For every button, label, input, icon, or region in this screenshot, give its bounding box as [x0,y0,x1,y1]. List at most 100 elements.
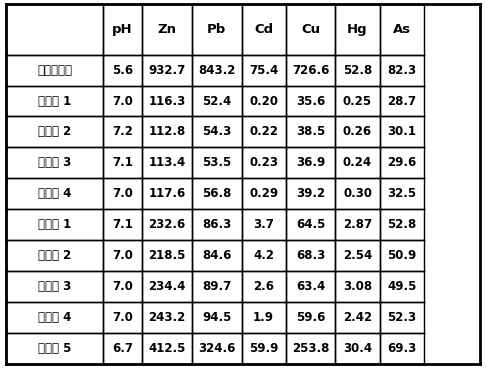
Bar [192,271,242,302]
Bar [142,209,192,240]
Text: 30.1: 30.1 [387,125,416,138]
Bar [286,4,335,55]
Bar [103,85,142,116]
Bar [103,271,142,302]
Bar [286,333,335,364]
Text: 232.6: 232.6 [148,218,186,231]
Bar [142,4,192,55]
Bar [335,4,380,55]
Text: 35.6: 35.6 [296,95,325,107]
Text: 36.9: 36.9 [296,156,325,169]
Bar [335,271,380,302]
Bar [242,209,286,240]
Text: 0.23: 0.23 [249,156,278,169]
Text: 38.5: 38.5 [296,125,325,138]
Bar [380,240,424,271]
Text: 843.2: 843.2 [198,64,235,77]
Bar [242,55,286,85]
Bar [380,178,424,209]
Bar [335,178,380,209]
Text: As: As [393,23,411,36]
Text: 实施例 4: 实施例 4 [38,187,71,200]
Bar [335,240,380,271]
Bar [6,116,103,147]
Bar [6,4,103,55]
Text: 实施例 3: 实施例 3 [38,156,71,169]
Text: Zn: Zn [157,23,176,36]
Bar [6,178,103,209]
Text: 7.2: 7.2 [112,125,133,138]
Text: 64.5: 64.5 [296,218,325,231]
Bar [142,240,192,271]
Bar [103,116,142,147]
Text: 0.26: 0.26 [343,125,372,138]
Bar [380,302,424,333]
Bar [380,4,424,55]
Bar [103,302,142,333]
Text: 89.7: 89.7 [202,280,231,293]
Text: 0.22: 0.22 [249,125,278,138]
Bar [103,240,142,271]
Bar [286,302,335,333]
Text: 49.5: 49.5 [387,280,417,293]
Bar [192,116,242,147]
Text: 实验区土壤: 实验区土壤 [37,64,72,77]
Bar [6,271,103,302]
Bar [380,271,424,302]
Bar [242,147,286,178]
Bar [242,4,286,55]
Bar [6,147,103,178]
Bar [242,178,286,209]
Bar [335,333,380,364]
Text: 412.5: 412.5 [148,342,186,355]
Text: 59.9: 59.9 [249,342,278,355]
Text: 0.25: 0.25 [343,95,372,107]
Text: 726.6: 726.6 [292,64,330,77]
Text: 69.3: 69.3 [387,342,417,355]
Bar [192,178,242,209]
Text: 253.8: 253.8 [292,342,330,355]
Text: 对比例 4: 对比例 4 [38,311,71,324]
Bar [103,147,142,178]
Bar [286,209,335,240]
Text: 112.8: 112.8 [148,125,186,138]
Text: 113.4: 113.4 [148,156,186,169]
Bar [6,302,103,333]
Text: 52.8: 52.8 [387,218,417,231]
Text: 实施例 2: 实施例 2 [38,125,71,138]
Text: 39.2: 39.2 [296,187,325,200]
Text: Pb: Pb [207,23,226,36]
Text: 932.7: 932.7 [148,64,186,77]
Bar [6,85,103,116]
Bar [286,271,335,302]
Bar [142,178,192,209]
Text: 117.6: 117.6 [148,187,186,200]
Bar [380,147,424,178]
Bar [6,240,103,271]
Bar [242,240,286,271]
Text: 59.6: 59.6 [296,311,325,324]
Text: 56.8: 56.8 [202,187,231,200]
Text: 对比例 2: 对比例 2 [38,249,71,262]
Text: 3.7: 3.7 [253,218,274,231]
Bar [242,302,286,333]
Text: 0.29: 0.29 [249,187,278,200]
Text: 7.0: 7.0 [112,280,133,293]
Text: 7.1: 7.1 [112,156,133,169]
Bar [6,209,103,240]
Text: Cu: Cu [301,23,320,36]
Text: 1.9: 1.9 [253,311,274,324]
Bar [192,302,242,333]
Bar [286,55,335,85]
Text: 0.20: 0.20 [249,95,278,107]
Text: 7.0: 7.0 [112,249,133,262]
Bar [103,55,142,85]
Text: 0.24: 0.24 [343,156,372,169]
Text: 218.5: 218.5 [148,249,186,262]
Bar [286,116,335,147]
Bar [335,147,380,178]
Bar [380,85,424,116]
Text: pH: pH [112,23,133,36]
Bar [6,55,103,85]
Bar [103,209,142,240]
